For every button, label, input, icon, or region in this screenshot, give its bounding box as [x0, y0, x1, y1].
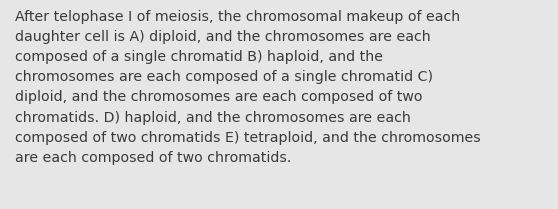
Text: After telophase I of meiosis, the chromosomal makeup of each
daughter cell is A): After telophase I of meiosis, the chromo… [16, 10, 481, 165]
